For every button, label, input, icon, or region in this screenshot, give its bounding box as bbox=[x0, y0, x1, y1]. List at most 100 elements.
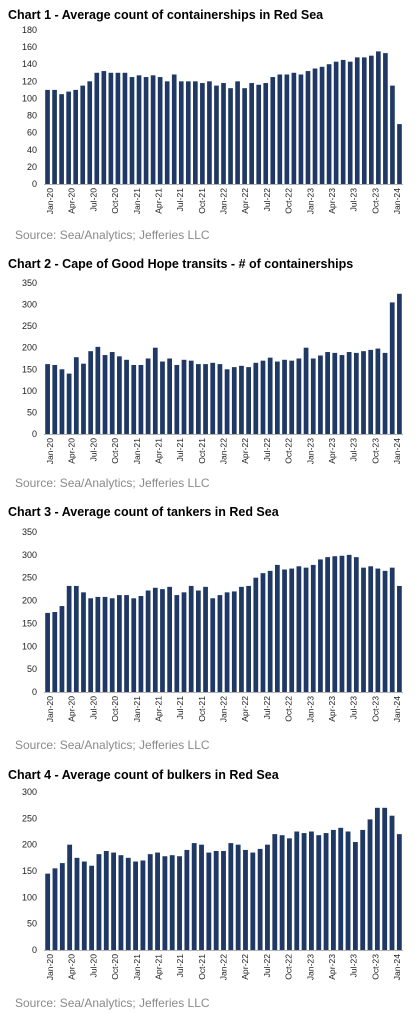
bar bbox=[131, 598, 137, 692]
x-tick-label: Apr-21 bbox=[153, 438, 163, 464]
x-tick-label: Jan-22 bbox=[219, 188, 229, 214]
bar bbox=[102, 355, 108, 434]
bar bbox=[361, 351, 366, 434]
bar bbox=[235, 81, 240, 184]
y-tick-label: 250 bbox=[22, 813, 37, 823]
bar bbox=[117, 595, 122, 692]
x-tick-label: Oct-20 bbox=[110, 696, 120, 722]
bar bbox=[346, 554, 352, 692]
bar bbox=[224, 592, 230, 692]
bar bbox=[185, 81, 191, 184]
bar bbox=[323, 833, 329, 950]
bar bbox=[217, 364, 223, 434]
x-tick-label: Oct-21 bbox=[197, 188, 207, 214]
bar bbox=[210, 362, 216, 434]
x-tick-label: Oct-22 bbox=[284, 696, 294, 722]
bar bbox=[243, 849, 248, 950]
bar bbox=[389, 815, 395, 950]
bar bbox=[397, 124, 402, 184]
bar bbox=[339, 555, 345, 692]
bar bbox=[45, 89, 50, 184]
bar bbox=[103, 850, 109, 950]
bar bbox=[167, 586, 173, 692]
bar bbox=[102, 596, 108, 692]
x-tick-label: Jul-20 bbox=[88, 696, 98, 720]
x-tick-label: Apr-20 bbox=[67, 954, 77, 980]
bar bbox=[111, 852, 117, 950]
x-tick-label: Apr-20 bbox=[67, 438, 77, 464]
x-tick-label: Jul-20 bbox=[88, 954, 98, 978]
x-tick-label: Jan-22 bbox=[219, 438, 229, 464]
y-tick-label: 40 bbox=[27, 145, 37, 155]
y-tick-label: 100 bbox=[22, 93, 37, 103]
chart-title: Chart 4 - Average count of bulkers in Re… bbox=[8, 768, 279, 782]
bar bbox=[326, 64, 332, 184]
bar bbox=[305, 71, 311, 184]
x-tick-label: Jul-23 bbox=[349, 438, 359, 462]
bar bbox=[310, 564, 316, 692]
x-tick-label: Jul-21 bbox=[175, 954, 185, 978]
bar bbox=[272, 834, 278, 950]
bar bbox=[199, 844, 204, 950]
bar bbox=[332, 352, 338, 434]
bar bbox=[73, 89, 78, 184]
bar bbox=[270, 77, 276, 184]
bar bbox=[150, 75, 156, 184]
bar bbox=[301, 833, 307, 950]
bar bbox=[296, 358, 302, 434]
bar bbox=[140, 860, 146, 950]
x-tick-label: Oct-20 bbox=[110, 954, 120, 980]
bar bbox=[289, 360, 295, 434]
bar bbox=[318, 355, 323, 434]
x-tick-label: Jan-23 bbox=[305, 188, 315, 214]
bar bbox=[221, 83, 226, 184]
chart-title: Chart 3 - Average count of tankers in Re… bbox=[8, 505, 279, 519]
bar bbox=[88, 598, 94, 692]
bar bbox=[66, 585, 72, 692]
x-tick-label: Jul-20 bbox=[88, 188, 98, 212]
bar bbox=[152, 347, 158, 434]
x-tick-label: Jul-21 bbox=[175, 438, 185, 462]
bar bbox=[213, 850, 219, 950]
bar bbox=[221, 850, 226, 950]
bar bbox=[138, 596, 144, 692]
x-tick-label: Jan-24 bbox=[392, 954, 402, 980]
x-tick-label: Oct-23 bbox=[370, 696, 380, 722]
bar bbox=[167, 358, 173, 434]
bar bbox=[389, 302, 395, 434]
bar bbox=[309, 831, 314, 950]
bar bbox=[181, 592, 187, 692]
bar bbox=[200, 83, 205, 184]
bar bbox=[109, 352, 115, 434]
x-tick-label: Apr-23 bbox=[327, 696, 337, 722]
x-tick-label: Oct-21 bbox=[197, 954, 207, 980]
chart-source: Source: Sea/Analytics; Jefferies LLC bbox=[15, 996, 210, 1010]
x-tick-label: Jul-22 bbox=[262, 438, 272, 462]
bar bbox=[136, 75, 142, 184]
bar bbox=[118, 855, 124, 950]
bar bbox=[206, 852, 212, 950]
bar bbox=[239, 365, 244, 434]
x-tick-label: Apr-20 bbox=[67, 696, 77, 722]
bar bbox=[191, 843, 197, 950]
bar bbox=[125, 857, 131, 950]
bar bbox=[224, 369, 230, 434]
bar bbox=[88, 351, 94, 434]
x-tick-label: Jan-21 bbox=[132, 696, 142, 722]
bar bbox=[284, 74, 290, 184]
bar bbox=[52, 89, 57, 184]
y-tick-label: 250 bbox=[22, 321, 37, 331]
bar bbox=[196, 364, 201, 434]
bar bbox=[171, 74, 177, 184]
bar bbox=[164, 81, 170, 184]
bar bbox=[265, 844, 270, 950]
bar bbox=[239, 586, 244, 692]
x-tick-label: Jul-22 bbox=[262, 696, 272, 720]
bar bbox=[108, 72, 114, 184]
bar bbox=[210, 598, 216, 692]
bar bbox=[174, 595, 180, 692]
bar bbox=[52, 612, 58, 692]
bar bbox=[133, 861, 138, 950]
x-tick-label: Oct-20 bbox=[110, 438, 120, 464]
